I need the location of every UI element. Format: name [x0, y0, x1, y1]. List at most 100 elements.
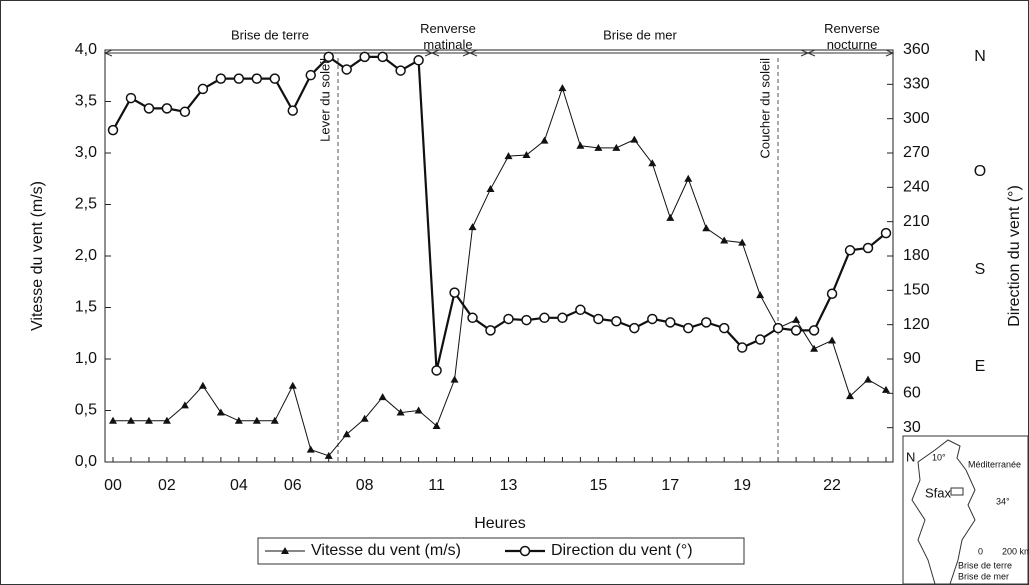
period-label: Renverse nocturne: [824, 21, 880, 52]
x-axis-title: Heures: [474, 515, 526, 532]
x-tick-label: 00: [104, 477, 122, 494]
point: [826, 288, 838, 300]
inset-label: 200 km: [1002, 546, 1029, 556]
point: [612, 143, 621, 151]
inset-label: Méditerranée: [968, 459, 1021, 469]
y2-tick-label: 300: [903, 110, 930, 127]
inset-label: Brise de terre: [958, 560, 1012, 570]
point: [144, 416, 153, 424]
point: [161, 103, 173, 114]
point: [270, 416, 279, 424]
point: [790, 325, 802, 336]
point: [396, 408, 405, 416]
x-tick-label: 02: [158, 477, 176, 494]
point: [522, 151, 531, 159]
point: [772, 322, 784, 334]
point: [467, 312, 478, 324]
point: [180, 401, 189, 409]
period-label: Renverse matinale: [420, 21, 476, 52]
x-tick-label: 06: [284, 477, 302, 494]
x-tick-label: 17: [661, 477, 679, 494]
y2-tick-label: 120: [903, 316, 930, 333]
inset-label: Brise de mer: [958, 571, 1009, 581]
x-tick-label: 13: [500, 477, 518, 494]
point: [665, 317, 676, 328]
legend-label: Direction du vent (°): [551, 542, 693, 559]
y-tick-label: 3,0: [75, 144, 97, 161]
point: [880, 227, 892, 239]
y-tick-label: 1,5: [75, 299, 97, 316]
point: [720, 236, 729, 244]
point: [576, 141, 585, 149]
point: [216, 408, 225, 416]
point: [702, 224, 711, 232]
legend: [257, 537, 745, 565]
point: [754, 334, 766, 345]
point: [432, 421, 441, 429]
period-label-line: nocturne: [827, 37, 878, 52]
coastline: [911, 439, 976, 585]
legend-label: Vitesse du vent (m/s): [311, 542, 461, 559]
y-tick-label: 2,5: [75, 196, 97, 213]
inset-label: Sfax: [925, 485, 952, 500]
compass-label: N: [974, 48, 986, 65]
point: [594, 143, 603, 151]
point: [395, 65, 406, 76]
point: [557, 312, 568, 324]
point: [736, 342, 748, 353]
y-tick-label: 0,0: [75, 453, 97, 470]
y-tick-label: 1,0: [75, 350, 97, 367]
y2-tick-label: 240: [903, 179, 930, 196]
event-label: Coucher du soleil: [757, 58, 772, 159]
y2-tick-label: 360: [903, 41, 930, 58]
y-tick-label: 2,0: [75, 247, 97, 264]
inset-label: N: [906, 449, 915, 464]
y2-tick-label: 210: [903, 213, 930, 230]
point: [485, 325, 496, 336]
point: [360, 414, 369, 422]
point: [558, 84, 567, 92]
point: [323, 51, 334, 63]
point: [593, 313, 604, 325]
point: [107, 124, 119, 136]
x-tick-label: 08: [356, 477, 374, 494]
point: [234, 416, 243, 424]
point: [215, 73, 227, 84]
inset-map: [902, 435, 1029, 585]
y-axis-title: Vitesse du vent (m/s): [29, 181, 46, 331]
y2-tick-label: 180: [903, 247, 930, 264]
x-tick-label: 04: [230, 477, 248, 494]
point: [305, 69, 316, 81]
arrow-head: [806, 49, 895, 57]
point: [486, 185, 495, 193]
point: [808, 325, 820, 336]
y2-tick-label: 60: [903, 385, 921, 402]
point: [756, 291, 765, 299]
point: [540, 136, 549, 144]
point: [539, 312, 550, 324]
point: [413, 55, 424, 66]
inset-label: 10°: [932, 452, 946, 462]
point: [126, 416, 135, 424]
point: [324, 451, 333, 459]
point: [684, 174, 693, 182]
point: [198, 381, 207, 389]
y-tick-label: 3,5: [75, 93, 97, 110]
period-label: Brise de mer: [603, 27, 677, 42]
compass-label: E: [975, 358, 986, 375]
y2-axis-title: Direction du vent (°): [1006, 185, 1023, 327]
y2-tick-label: 330: [903, 76, 930, 93]
sfax-box: [950, 487, 964, 496]
point: [269, 73, 281, 84]
point: [792, 315, 801, 323]
point: [449, 287, 460, 298]
y2-tick-label: 150: [903, 282, 930, 299]
point: [810, 344, 819, 352]
legend-marker: [281, 547, 289, 554]
x-tick-label: 11: [428, 477, 445, 494]
point: [862, 242, 874, 254]
event-label: Lever du soleil: [317, 58, 332, 142]
point: [162, 416, 171, 424]
